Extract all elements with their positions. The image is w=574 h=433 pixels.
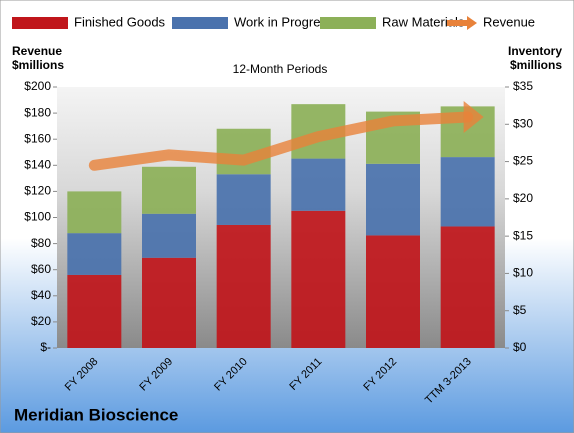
y2-tick-label: $10 bbox=[513, 266, 533, 280]
y2-tick-label: $30 bbox=[513, 116, 533, 130]
bar-segment bbox=[67, 233, 122, 275]
legend-label: Raw Materials bbox=[382, 14, 465, 29]
legend-swatch bbox=[320, 17, 376, 29]
y-tick-label: $100 bbox=[24, 210, 51, 224]
bar-segment bbox=[291, 158, 346, 211]
y-axis-label: Revenue bbox=[12, 44, 62, 58]
bar-segment bbox=[67, 274, 122, 348]
bar-segment bbox=[440, 157, 495, 227]
bar-segment bbox=[216, 224, 271, 348]
y2-tick-label: $0 bbox=[513, 340, 527, 354]
plot-area bbox=[57, 87, 505, 348]
y2-tick-label: $20 bbox=[513, 191, 533, 205]
legend-label: Finished Goods bbox=[74, 14, 166, 29]
revenue-line bbox=[88, 111, 474, 171]
bar-segment bbox=[142, 213, 196, 258]
bar-segment bbox=[142, 166, 196, 214]
bar-segment bbox=[67, 191, 122, 234]
company-name: Meridian Bioscience bbox=[14, 405, 178, 424]
bar-segment bbox=[366, 163, 420, 236]
y-tick-label: $120 bbox=[24, 184, 51, 198]
y2-axis-label: Inventory bbox=[508, 44, 562, 58]
y-tick-label: $80 bbox=[31, 236, 51, 250]
y-tick-label: $200 bbox=[24, 79, 51, 93]
bar-segment bbox=[440, 226, 495, 348]
bar-segment bbox=[216, 174, 271, 225]
bar-segment bbox=[366, 235, 420, 348]
y2-tick-label: $35 bbox=[513, 79, 533, 93]
legend-swatch bbox=[172, 17, 228, 29]
legend-swatch bbox=[12, 17, 68, 29]
legend-label: Revenue bbox=[483, 14, 535, 29]
y2-tick-label: $15 bbox=[513, 228, 533, 242]
y-tick-label: $140 bbox=[24, 157, 51, 171]
bar-segment bbox=[291, 210, 346, 348]
y-tick-label: $- bbox=[40, 340, 51, 354]
y-tick-label: $160 bbox=[24, 131, 51, 145]
y-tick-label: $60 bbox=[31, 262, 51, 276]
y2-axis-label: $millions bbox=[510, 58, 562, 72]
legend-arrow bbox=[467, 16, 477, 30]
y-tick-label: $180 bbox=[24, 105, 51, 119]
subtitle: 12-Month Periods bbox=[233, 62, 328, 76]
y-tick-label: $20 bbox=[31, 314, 51, 328]
bar-segment bbox=[142, 257, 196, 348]
y2-tick-label: $5 bbox=[513, 303, 527, 317]
arrow-head bbox=[463, 101, 484, 134]
y-tick-label: $40 bbox=[31, 288, 51, 302]
y-axis-label: $millions bbox=[12, 58, 64, 72]
y2-tick-label: $25 bbox=[513, 154, 533, 168]
legend-label: Work in Progress bbox=[234, 14, 334, 29]
